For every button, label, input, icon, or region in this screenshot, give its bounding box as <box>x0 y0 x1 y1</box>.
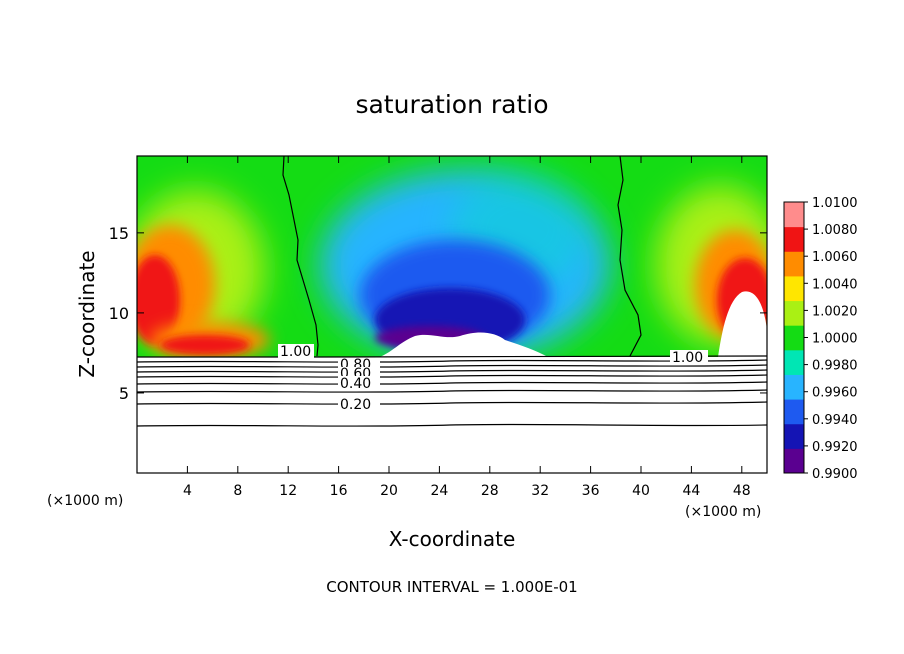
y-tick-label: 10 <box>109 304 129 323</box>
field-layer <box>137 156 767 357</box>
contour-label-0.20: 0.20 <box>340 397 371 413</box>
x-tick-label: 32 <box>531 483 549 499</box>
contour-label-1.00-right: 1.00 <box>672 350 703 366</box>
x-tick-label: 36 <box>582 483 600 499</box>
y-axis-title: Z-coordinate <box>75 250 99 377</box>
x-axis-unit-right: (×1000 m) <box>685 504 761 520</box>
colorbar-tick-label: 0.9940 <box>812 413 858 428</box>
colorbar-swatch-3 <box>784 374 804 400</box>
colorbar-swatch-2 <box>784 399 804 425</box>
contour-line-1.00-right <box>617 155 642 357</box>
x-tick-label: 12 <box>279 483 297 499</box>
x-axis-title: X-coordinate <box>389 527 516 551</box>
colorbar-tick-labels: 0.9900 0.9920 0.9940 0.9960 0.9980 1.0000 1.00… <box>812 196 858 482</box>
contour-line-0.50 <box>136 374 768 378</box>
contour-line-0.30 <box>136 389 768 393</box>
x-tick-label: 44 <box>682 483 700 499</box>
x-tick-label: 4 <box>183 483 192 499</box>
colorbar-swatch-9 <box>784 226 804 252</box>
x-tick-label: 24 <box>430 483 448 499</box>
contour-label-1.00-left: 1.00 <box>280 344 311 360</box>
field-blank-right <box>718 291 767 357</box>
x-tick-label: 20 <box>380 483 398 499</box>
x-tick-label: 40 <box>632 483 650 499</box>
contour-line-0.60 <box>136 369 768 373</box>
colorbar-tick-label: 0.9900 <box>812 467 858 482</box>
colorbar <box>783 201 808 474</box>
x-tick-label: 28 <box>481 483 499 499</box>
colorbar-swatch-10 <box>784 202 804 228</box>
y-axis-ticks <box>137 232 767 394</box>
x-axis-unit-left: (×1000 m) <box>47 493 123 509</box>
contour-interval-note: CONTOUR INTERVAL = 1.000E-01 <box>326 578 577 596</box>
colorbar-tick-label: 0.9920 <box>812 440 858 455</box>
colorbar-swatch-7 <box>784 275 804 302</box>
contour-line-0.10 <box>136 423 768 427</box>
y-tick-label: 15 <box>109 224 129 243</box>
colorbar-swatch-5 <box>784 325 804 351</box>
y-tick-label: 5 <box>119 384 129 403</box>
colorbar-swatch-4 <box>784 349 804 375</box>
colorbar-swatch-8 <box>784 251 804 277</box>
contour-line-1.00-base <box>137 355 768 358</box>
colorbar-tick-label: 1.0000 <box>812 332 858 347</box>
colorbar-tick-label: 1.0020 <box>812 304 858 319</box>
colorbar-tick-label: 1.0060 <box>812 250 858 265</box>
x-axis-ticks <box>186 156 743 473</box>
colorbar-swatch-0 <box>784 448 804 474</box>
colorbar-swatch-1 <box>784 423 804 449</box>
plot-frame <box>136 155 768 474</box>
contour-label-0.40: 0.40 <box>340 376 371 392</box>
x-tick-label: 48 <box>733 483 751 499</box>
x-tick-label: 8 <box>233 483 242 499</box>
colorbar-tick-label: 0.9960 <box>812 386 858 401</box>
contour-line-1.00-left <box>282 155 319 357</box>
contour-line-0.20 <box>136 401 768 405</box>
field-left-floor-red <box>160 335 250 355</box>
x-axis-tick-labels: 4 8 12 16 20 24 28 32 36 40 44 48 <box>183 483 751 499</box>
field-left-red <box>137 255 180 345</box>
y-axis-tick-labels: 5 10 15 <box>109 224 129 403</box>
contour-labels: 1.00 1.00 0.80 0.60 0.40 0.20 <box>278 344 708 413</box>
x-tick-label: 16 <box>330 483 348 499</box>
contour-line-0.70 <box>136 364 768 368</box>
field-blank-center <box>380 332 548 357</box>
colorbar-tick-label: 0.9980 <box>812 359 858 374</box>
colorbar-swatch-6 <box>784 300 804 326</box>
chart-title: saturation ratio <box>355 90 548 119</box>
colorbar-tick-label: 1.0040 <box>812 277 858 292</box>
contour-layer <box>136 155 768 427</box>
colorbar-tick-label: 1.0080 <box>812 223 858 238</box>
contour-line-0.40 <box>136 381 768 385</box>
colorbar-tick-label: 1.0100 <box>812 196 858 211</box>
contour-line-0.80 <box>136 359 768 363</box>
